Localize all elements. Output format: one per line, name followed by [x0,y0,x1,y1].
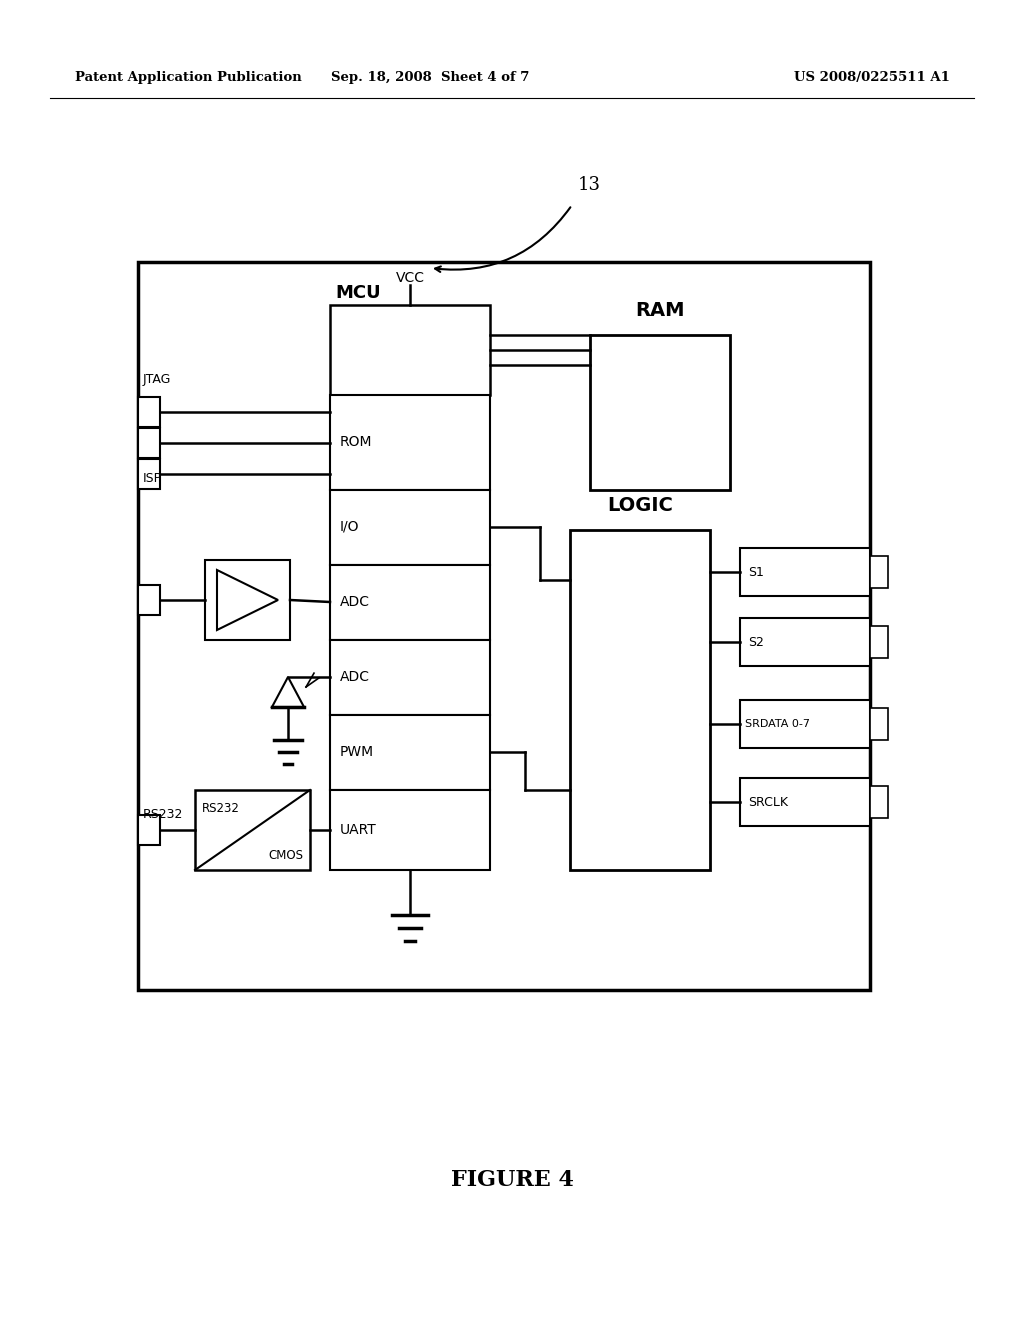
Text: S2: S2 [748,635,764,648]
Text: 13: 13 [578,176,601,194]
Bar [330,640,490,715]
Bar [138,397,160,426]
Bar [740,700,870,748]
Bar [138,428,160,458]
Bar [330,395,490,490]
Bar [138,814,160,845]
Text: ROM: ROM [340,436,373,449]
Text: S1: S1 [748,565,764,578]
Bar [330,789,490,870]
Text: US 2008/0225511 A1: US 2008/0225511 A1 [795,71,950,84]
Bar [138,459,160,488]
Text: RS232: RS232 [143,808,183,821]
Bar [870,785,888,818]
Text: CMOS: CMOS [268,849,303,862]
Text: FIGURE 4: FIGURE 4 [451,1170,573,1191]
Text: RAM: RAM [635,301,685,319]
Text: UART: UART [340,822,377,837]
Text: ADC: ADC [340,671,370,684]
Bar [330,565,490,640]
Text: ISP: ISP [143,471,162,484]
Bar [138,585,160,615]
Text: JTAG: JTAG [143,374,171,387]
Bar [330,490,490,565]
Text: I/O: I/O [340,520,359,535]
Text: LOGIC: LOGIC [607,496,673,515]
Bar [330,305,490,395]
Text: ADC: ADC [340,595,370,609]
Bar [870,626,888,657]
Bar [870,556,888,587]
Bar [870,708,888,741]
Text: PWM: PWM [340,744,374,759]
Bar [740,548,870,597]
Text: MCU: MCU [335,284,381,302]
Text: VCC: VCC [395,271,425,285]
Bar [205,560,290,640]
Text: Sep. 18, 2008  Sheet 4 of 7: Sep. 18, 2008 Sheet 4 of 7 [331,71,529,84]
Bar [195,789,310,870]
Text: SRDATA 0-7: SRDATA 0-7 [745,719,810,729]
Bar [740,618,870,667]
Text: RS232: RS232 [202,803,240,814]
Bar [590,335,730,490]
Bar [330,715,490,789]
Text: Patent Application Publication: Patent Application Publication [75,71,302,84]
Bar [570,531,710,870]
Bar [138,261,870,990]
Bar [740,777,870,826]
Text: SRCLK: SRCLK [748,796,788,808]
